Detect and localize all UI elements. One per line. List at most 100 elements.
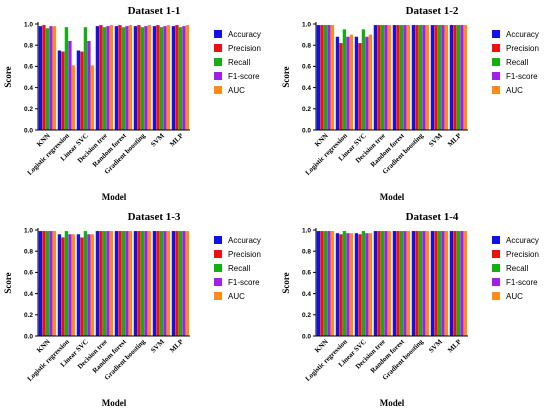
y-tick-label: 1.0	[302, 21, 311, 28]
bar-auc-3	[90, 234, 95, 336]
y-tick-label: 0.8	[302, 249, 311, 256]
bar-accuracy-2	[335, 233, 340, 336]
bar-auc-1	[330, 231, 335, 336]
bar-accuracy-8	[449, 231, 454, 336]
bar-f1-score-5	[125, 26, 129, 130]
bar-accuracy-6	[411, 231, 416, 336]
x-tick-label: SVM	[149, 337, 166, 354]
legend-label: Accuracy	[228, 236, 261, 245]
legend-label: Accuracy	[506, 30, 539, 39]
y-tick-label: 0.4	[24, 291, 33, 298]
y-axis-label: Score	[3, 66, 13, 87]
bar-auc-5	[406, 231, 411, 336]
y-tick-label: 0.6	[302, 64, 311, 71]
bar-f1-score-3	[87, 234, 91, 336]
x-axis-label: Model	[102, 398, 127, 408]
bar-recall-8	[456, 25, 461, 131]
bar-accuracy-5	[392, 231, 397, 336]
bar-accuracy-1	[38, 231, 43, 336]
bar-recall-1	[45, 231, 50, 336]
legend: Accuracy Precision Recall F1-score AUC	[214, 236, 261, 301]
legend-swatch	[214, 236, 222, 244]
y-tick-label: 0.2	[24, 106, 33, 113]
bar-accuracy-1	[38, 26, 43, 130]
y-tick-label: 1.0	[302, 227, 311, 234]
bar-accuracy-7	[152, 231, 157, 336]
bar-auc-8	[185, 25, 190, 131]
bar-f1-score-7	[441, 231, 445, 336]
bar-precision-1	[42, 25, 46, 131]
legend-label: Precision	[506, 44, 539, 53]
bar-accuracy-5	[392, 25, 397, 131]
bar-accuracy-6	[133, 231, 138, 336]
bar-f1-score-8	[182, 231, 186, 336]
bar-auc-6	[425, 25, 430, 131]
bar-recall-4	[380, 231, 385, 336]
legend-swatch	[214, 292, 222, 300]
bar-f1-score-3	[87, 40, 91, 130]
legend-label: AUC	[506, 292, 523, 301]
legend-label: Precision	[228, 250, 261, 259]
bar-auc-7	[444, 25, 449, 131]
legend-swatch	[214, 250, 222, 258]
bar-precision-7	[156, 231, 160, 336]
legend-swatch	[492, 264, 500, 272]
bar-recall-4	[102, 27, 107, 130]
bar-auc-6	[147, 25, 152, 131]
bar-precision-2	[339, 43, 343, 130]
legend-swatch	[492, 30, 500, 38]
bar-f1-score-6	[422, 25, 426, 131]
legend-label: Accuracy	[506, 236, 539, 245]
bar-accuracy-3	[76, 234, 81, 336]
bar-f1-score-2	[346, 233, 350, 336]
bar-accuracy-8	[171, 231, 176, 336]
bar-precision-2	[339, 234, 343, 336]
bar-accuracy-4	[95, 26, 100, 130]
legend-swatch	[492, 72, 500, 80]
bar-accuracy-1	[316, 25, 321, 131]
bar-precision-3	[80, 51, 84, 131]
chart-panel-1: Dataset 1-1Score0.00.20.40.60.81.0KNNLog…	[3, 5, 261, 202]
y-tick-label: 0.4	[24, 85, 33, 92]
bar-auc-3	[368, 233, 373, 336]
bar-precision-6	[137, 231, 141, 336]
bar-precision-8	[453, 231, 457, 336]
legend-label: F1-score	[228, 278, 260, 287]
bar-recall-1	[45, 28, 50, 131]
bar-accuracy-8	[449, 25, 454, 131]
x-tick-label: SVM	[149, 131, 166, 148]
bar-accuracy-5	[114, 26, 119, 130]
x-tick-label: KNN	[313, 338, 330, 355]
legend-swatch	[492, 250, 500, 258]
bar-recall-7	[159, 231, 164, 336]
bar-auc-2	[349, 233, 354, 336]
bar-recall-4	[380, 25, 385, 131]
bar-auc-8	[463, 25, 468, 131]
y-tick-label: 1.0	[24, 21, 33, 28]
y-tick-label: 0.6	[24, 270, 33, 277]
bar-auc-5	[128, 231, 133, 336]
bar-auc-7	[166, 231, 171, 336]
chart-title: Dataset 1-4	[406, 211, 459, 223]
bar-precision-1	[320, 231, 324, 336]
bar-f1-score-5	[125, 231, 129, 336]
chart-title: Dataset 1-2	[406, 5, 459, 17]
bar-recall-2	[64, 231, 69, 336]
bar-auc-3	[90, 65, 95, 130]
bar-precision-5	[118, 231, 122, 336]
bar-recall-2	[342, 29, 347, 130]
legend-label: Precision	[506, 250, 539, 259]
bar-f1-score-7	[441, 25, 445, 131]
bar-f1-score-1	[327, 231, 331, 336]
bar-precision-6	[415, 25, 419, 131]
bar-recall-5	[121, 231, 126, 336]
bar-accuracy-7	[430, 25, 435, 131]
bar-auc-8	[185, 231, 190, 336]
bar-precision-8	[175, 25, 179, 131]
bar-precision-1	[42, 231, 46, 336]
bar-recall-5	[121, 27, 126, 130]
bar-accuracy-4	[373, 25, 378, 131]
bar-precision-3	[358, 43, 362, 130]
bar-f1-score-8	[182, 26, 186, 130]
bar-f1-score-5	[403, 231, 407, 336]
